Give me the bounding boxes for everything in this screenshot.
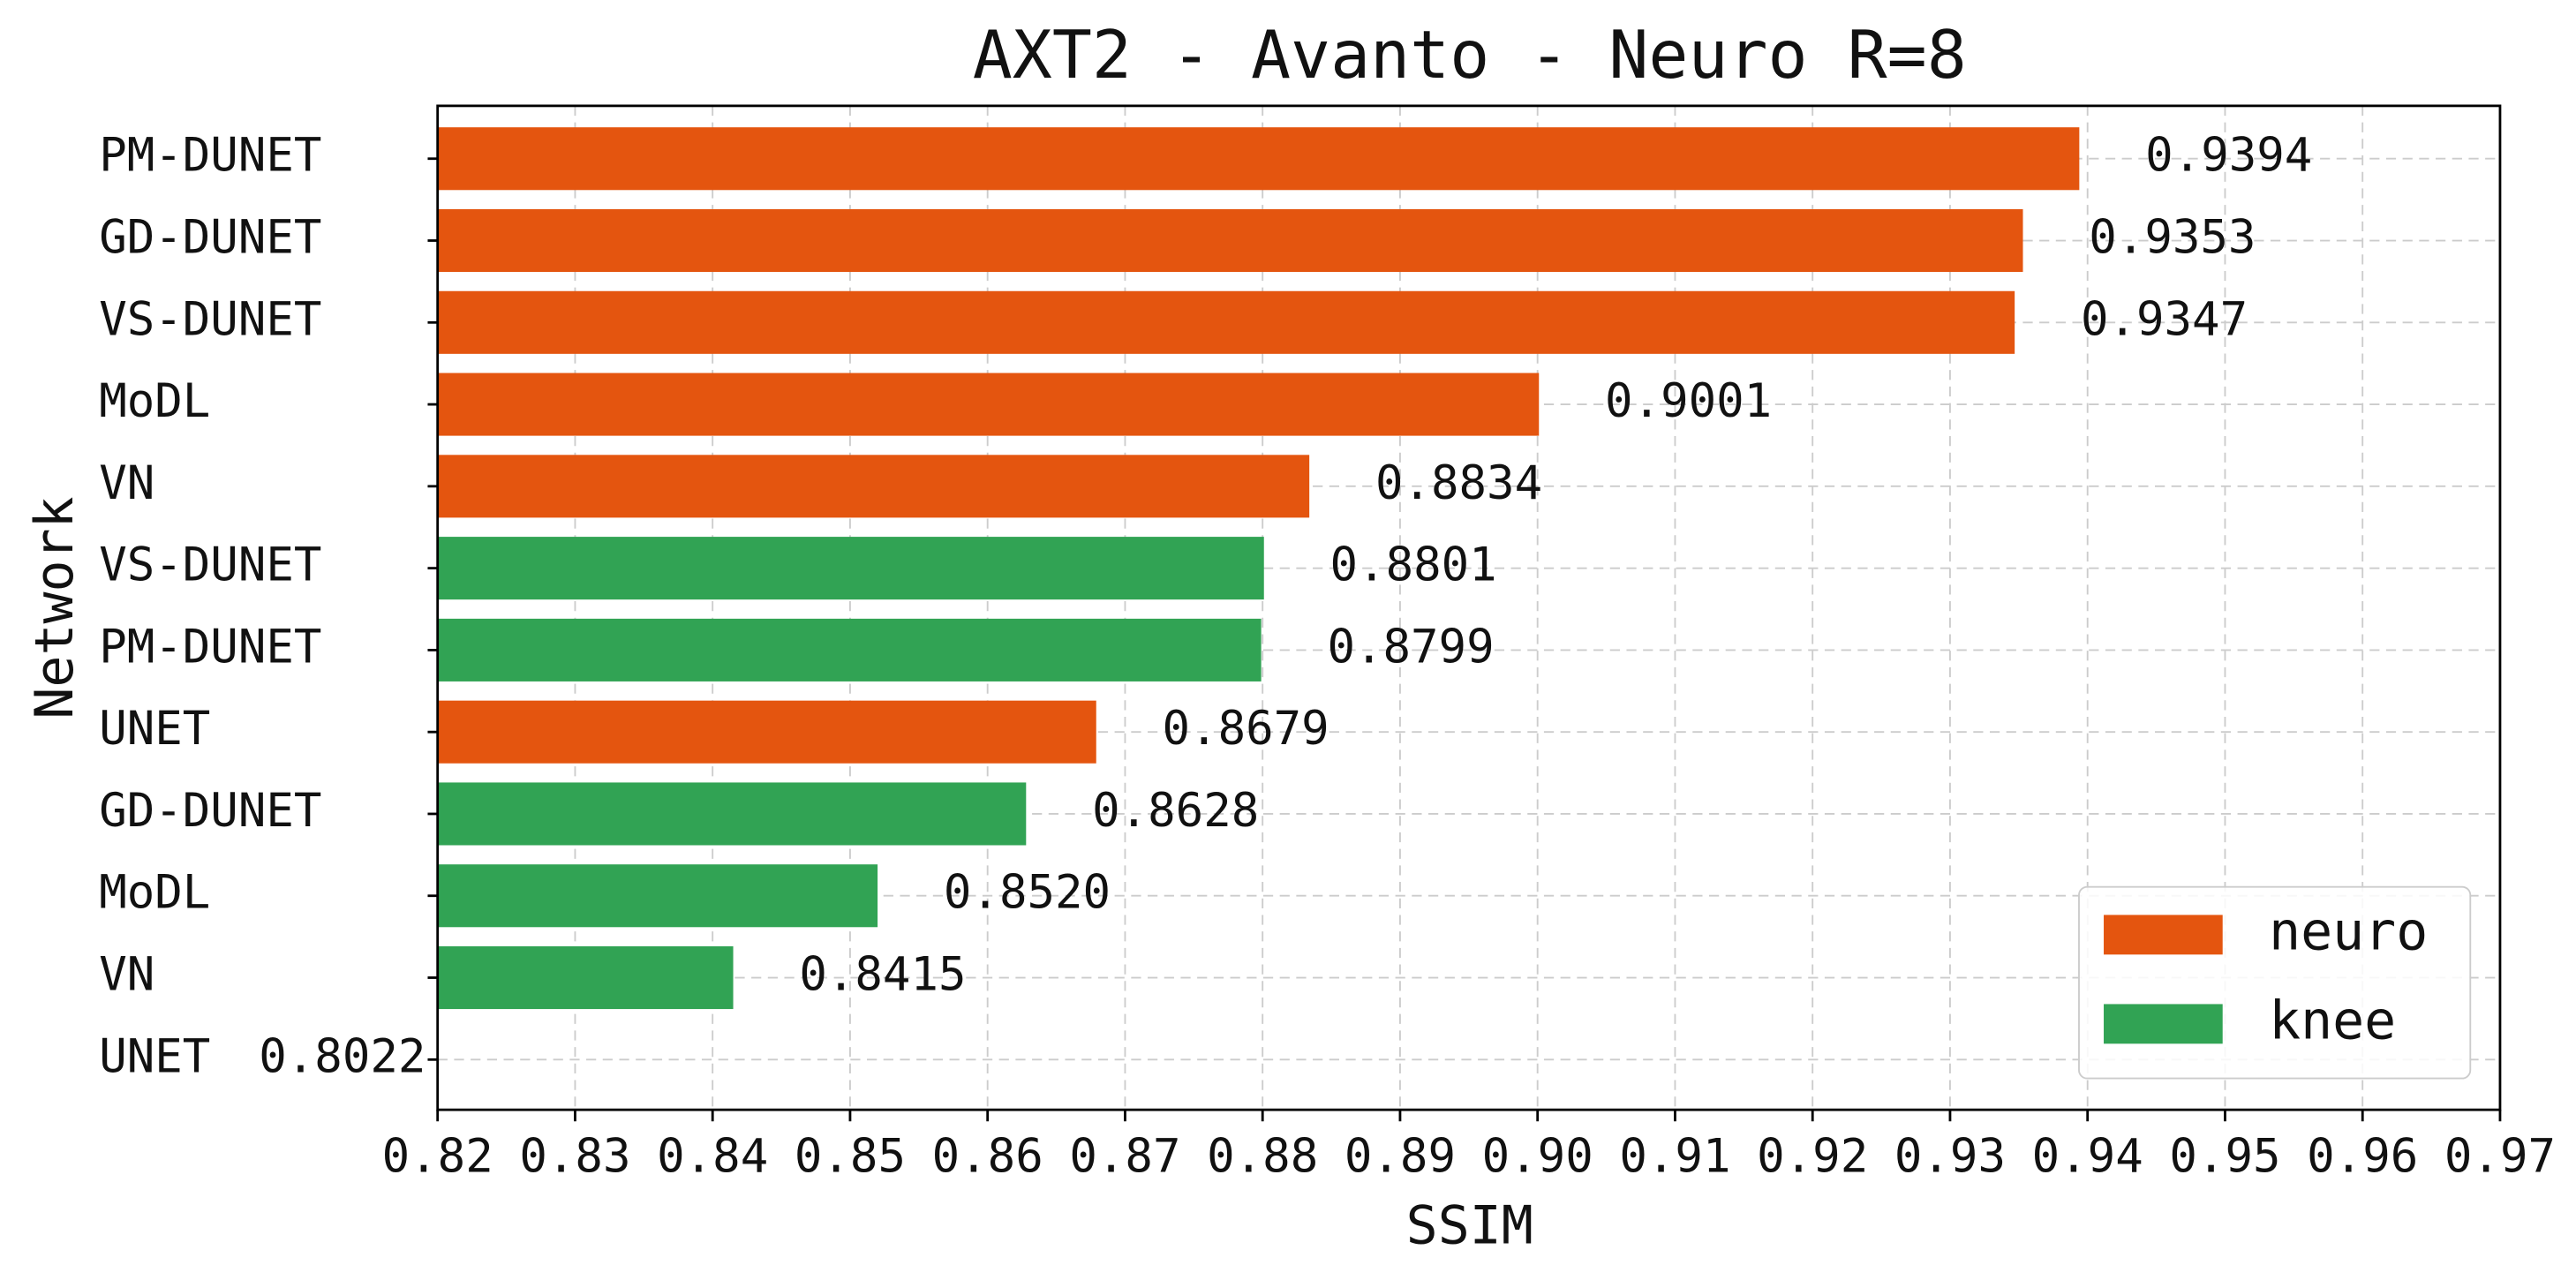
x-tick-label: 0.91 xyxy=(1619,1129,1730,1183)
x-tick-label: 0.90 xyxy=(1482,1129,1593,1183)
value-label: 0.9353 xyxy=(2089,211,2256,265)
value-label: 0.8628 xyxy=(1092,784,1259,838)
bar xyxy=(437,373,1540,436)
legend-swatch xyxy=(2104,915,2223,955)
chart-title: AXT2 - Avanto - Neuro R=8 xyxy=(973,17,1967,94)
x-axis-label: SSIM xyxy=(1406,1194,1533,1256)
bar xyxy=(437,208,2023,273)
y-tick-label: UNET xyxy=(99,702,210,756)
legend-label: neuro xyxy=(2269,900,2428,962)
x-tick-label: 0.85 xyxy=(795,1129,906,1183)
x-tick-label: 0.82 xyxy=(382,1129,493,1183)
legend-swatch xyxy=(2104,1004,2223,1044)
bar xyxy=(437,864,878,928)
x-tick-label: 0.83 xyxy=(519,1129,630,1183)
x-tick-label: 0.95 xyxy=(2169,1129,2280,1183)
legend-label: knee xyxy=(2269,990,2396,1051)
value-label: 0.9347 xyxy=(2081,292,2248,346)
bar xyxy=(437,290,2015,354)
y-tick-label: PM-DUNET xyxy=(99,129,321,183)
value-label: 0.8799 xyxy=(1327,620,1494,674)
bar xyxy=(437,455,1310,518)
labels: 0.82 0.83 0.84 0.85 0.86 0.87 0.88 0.89 0.90 0.91… xyxy=(99,129,2556,1184)
bar xyxy=(437,782,1027,846)
bar xyxy=(437,945,734,1010)
x-tick-label: 0.93 xyxy=(1894,1129,2006,1183)
x-tick-label: 0.86 xyxy=(932,1129,1043,1183)
y-tick-label: VN xyxy=(99,948,154,1002)
value-label: 0.8022 xyxy=(259,1029,426,1083)
bar xyxy=(437,618,1262,681)
bar xyxy=(437,700,1096,764)
value-label: 0.8415 xyxy=(799,948,966,1002)
legend-entries: neuro knee xyxy=(2104,900,2428,1052)
x-tick-label: 0.92 xyxy=(1757,1129,1868,1183)
y-tick-label: GD-DUNET xyxy=(99,211,321,265)
y-tick-label: MoDL xyxy=(99,374,210,428)
x-tick-label: 0.87 xyxy=(1069,1129,1180,1183)
y-tick-label: VS-DUNET xyxy=(99,538,321,592)
value-label: 0.9394 xyxy=(2145,129,2312,183)
plot-frame xyxy=(436,104,2502,1111)
y-tick-label: PM-DUNET xyxy=(99,620,321,674)
y-axis-label: Network xyxy=(24,496,86,719)
bars xyxy=(437,127,2080,1010)
x-tick-label: 0.89 xyxy=(1344,1129,1456,1183)
x-tick-label: 0.94 xyxy=(2032,1129,2143,1183)
value-label: 0.8679 xyxy=(1163,702,1329,756)
y-tick-label: MoDL xyxy=(99,866,210,920)
y-tick-label: UNET xyxy=(99,1029,210,1083)
y-tick-label: GD-DUNET xyxy=(99,784,321,838)
x-tick-label: 0.97 xyxy=(2444,1129,2556,1183)
x-tick-label: 0.96 xyxy=(2307,1129,2418,1183)
x-tick-label: 0.84 xyxy=(657,1129,768,1183)
value-label: 0.8834 xyxy=(1375,456,1542,510)
x-tick-label: 0.88 xyxy=(1207,1129,1318,1183)
value-label: 0.9001 xyxy=(1605,374,1772,428)
bar xyxy=(437,127,2080,191)
y-tick-label: VS-DUNET xyxy=(99,292,321,346)
value-label: 0.8801 xyxy=(1330,538,1497,592)
value-label: 0.8520 xyxy=(944,866,1111,920)
bar xyxy=(437,537,1264,600)
y-tick-label: VN xyxy=(99,456,154,510)
